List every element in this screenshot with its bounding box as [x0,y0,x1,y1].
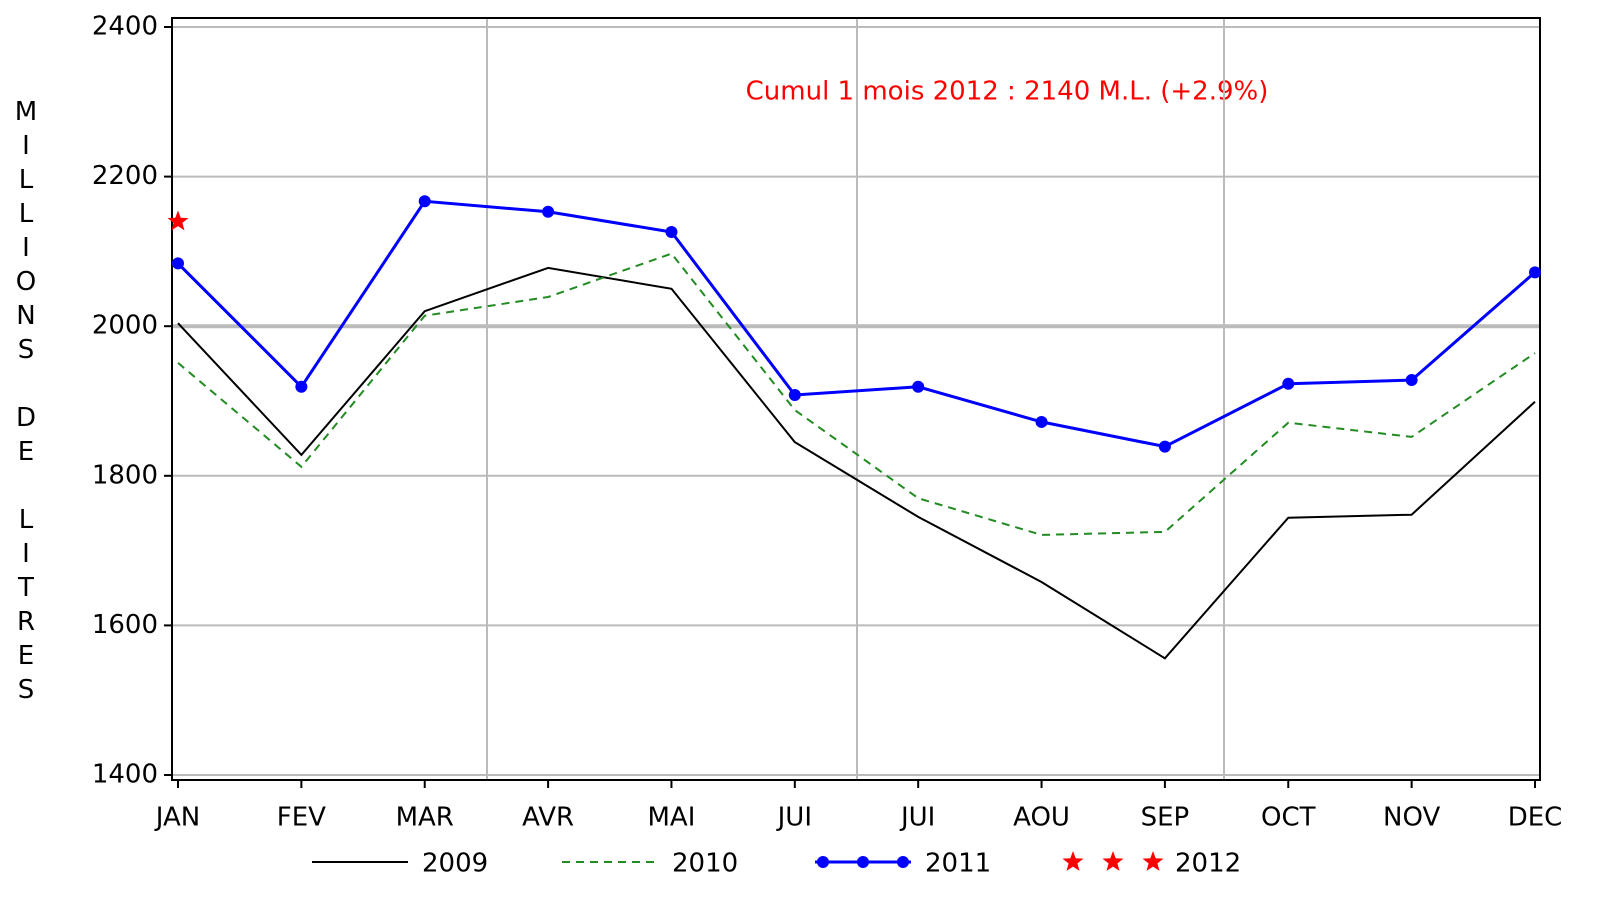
data-point [665,225,678,238]
x-tick-label: MAI [648,803,696,833]
legend-marker [1102,851,1124,871]
data-point [1035,415,1048,428]
legend-marker [857,856,869,868]
x-tick-label: SEP [1141,803,1190,833]
y-tick-label: 1600 [92,610,158,640]
data-point [172,257,184,270]
legend-marker [817,856,829,868]
plot-frame [171,17,1541,781]
data-point [788,389,801,402]
legend-marker [1142,851,1164,871]
data-point [295,380,308,393]
data-point [1158,440,1171,453]
data-point [1529,266,1541,279]
y-tick-label: 2200 [92,161,158,191]
x-tick-label: FEV [277,803,326,833]
legend-label: 2011 [925,849,991,879]
data-point [542,205,555,218]
legend-label: 2009 [422,849,488,879]
data-point [912,380,925,393]
legend-marker [1062,851,1084,871]
x-tick-label: JUI [899,803,935,833]
legend-label: 2010 [672,849,738,879]
data-point [1282,377,1295,390]
x-tick-label: AOU [1013,803,1070,833]
data-point [1405,374,1418,387]
x-tick-label: JUI [776,803,812,833]
y-tick-label: 2400 [92,12,158,42]
x-tick-label: AVR [522,803,574,833]
legend-marker [897,856,909,868]
x-tick-label: JAN [154,803,200,833]
data-point [167,210,189,231]
x-tick-label: OCT [1261,803,1316,833]
y-tick-label: 1800 [92,460,158,490]
quarter-lines [486,18,1225,780]
x-tick-label: DEC [1508,803,1563,833]
series-line [177,266,1536,660]
x-tick-label: MAR [396,803,454,833]
y-tick-label: 1400 [92,760,158,790]
series-line [177,252,1536,536]
x-tick-label: NOV [1383,803,1440,833]
series-line [176,199,1536,449]
legend-label: 2012 [1175,849,1241,879]
y-tick-label: 2000 [92,311,158,341]
annotation: Cumul 1 mois 2012 : 2140 M.L. (+2.9%) [746,77,1269,107]
data-point [418,195,431,208]
